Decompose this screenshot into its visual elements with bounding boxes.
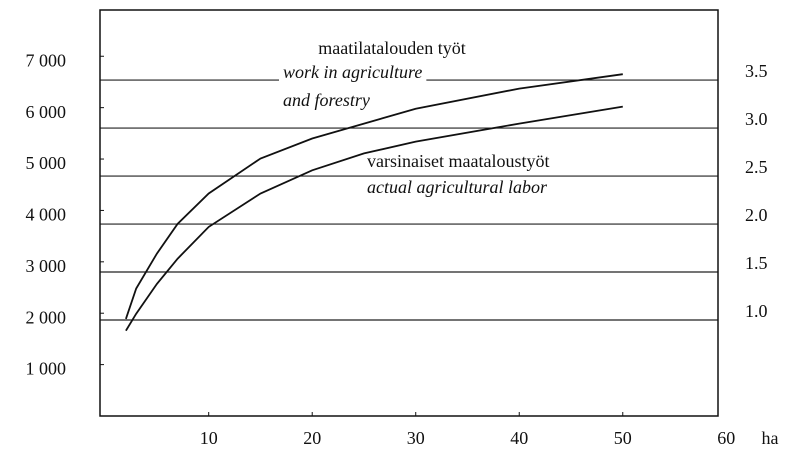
y2-tick-label: 3.0 [745,109,768,129]
y-tick-label: 7 000 [26,50,67,70]
annotation-backdrop [279,90,374,111]
y2-tick-label: 2.0 [745,205,768,225]
y2-tick-label: 2.5 [745,157,768,177]
x-tick-label: 20 [303,428,321,448]
y2-tick-label: 1.0 [745,301,768,321]
annotation: varsinaiset maataloustyöt [367,151,549,171]
y-tick-label: 1 000 [26,359,67,379]
x-tick-label: 60 [717,428,735,448]
background-layer [100,38,718,321]
plot-frame [99,9,719,417]
y2-tick-label: 3.5 [745,61,768,81]
annotation: maatilatalouden työt [318,38,465,58]
y-tick-label: 3 000 [26,256,67,276]
y-tick-label: 5 000 [26,153,67,173]
annotation: work in agriculture [283,62,422,82]
y-tick-label: 4 000 [26,205,67,225]
annotation-backdrop [279,62,427,83]
annotation-backdrop [363,151,554,172]
x-tick-label: 50 [614,428,632,448]
y-tick-label: 2 000 [26,307,67,327]
annotation-backdrop [363,177,552,198]
x-tick-label: 40 [510,428,528,448]
x-tick-label: 30 [407,428,425,448]
line [125,105,623,332]
y2-tick-label: 1.5 [745,253,768,273]
annotation: and forestry [283,90,370,110]
x-tick-label: 10 [200,428,218,448]
x-axis-label: ha [762,428,779,448]
y-tick-label: 6 000 [26,102,67,122]
annotation: actual agricultural labor [367,177,548,197]
annotation-backdrop [314,38,470,59]
line [125,73,623,320]
